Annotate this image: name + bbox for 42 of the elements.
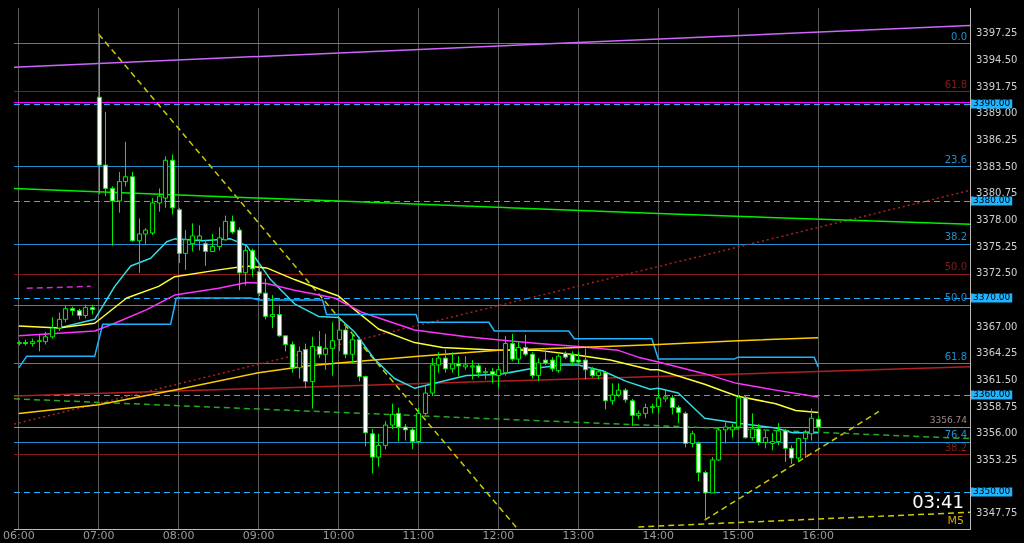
annotation: 03:41 [912, 490, 964, 512]
x-tick-label: 11:00 [402, 529, 435, 543]
annotation: 61.8 [944, 79, 967, 90]
y-tick-label: 3378.00 [976, 214, 1018, 225]
x-tick-label: 09:00 [242, 529, 275, 543]
y-tick-label: 3358.75 [976, 400, 1018, 412]
y-tick-label: 3383.50 [976, 160, 1018, 172]
y-tick-label: 3389.00 [976, 107, 1018, 119]
ref-line-label: 3350.00 [973, 486, 1011, 497]
y-tick-label: 3397.25 [976, 27, 1018, 39]
y-tick-label: 3386.25 [976, 133, 1018, 145]
x-tick-label: 13:00 [562, 529, 595, 543]
y-tick-label: 3372.50 [976, 267, 1018, 279]
y-tick-label: 3364.25 [976, 347, 1018, 359]
y-tick-label: 3361.50 [976, 374, 1018, 386]
annotation: 76.4 [944, 429, 967, 441]
y-tick-label: 3375.25 [976, 240, 1018, 252]
x-tick-label: 14:00 [642, 529, 675, 543]
annotation: 61.8 [944, 350, 967, 362]
annotation: 38.2 [944, 441, 967, 453]
ref-line-label: 3356.74 [929, 414, 968, 425]
x-tick-label: 06:00 [2, 529, 35, 543]
y-tick-label: 3391.75 [976, 80, 1018, 92]
annotation: 50.0 [944, 261, 967, 273]
annotation: M5 [947, 513, 964, 527]
y-tick-label: 3394.50 [976, 53, 1018, 65]
y-tick-label: 3347.75 [976, 507, 1018, 519]
ref-line-label: 3360.00 [973, 389, 1011, 400]
y-tick-label: 3353.25 [976, 454, 1018, 466]
x-tick-label: 15:00 [722, 529, 755, 543]
x-tick-label: 16:00 [802, 529, 834, 543]
ref-line-label: 3370.00 [973, 292, 1011, 303]
x-tick-label: 10:00 [322, 529, 355, 543]
x-tick-label: 12:00 [482, 529, 515, 543]
ref-line-label: 3390.00 [973, 98, 1011, 109]
annotation: 0.0 [951, 30, 967, 42]
y-tick-label: 3367.00 [976, 320, 1018, 332]
x-tick-label: 07:00 [82, 529, 115, 543]
annotation: 38.2 [944, 231, 967, 243]
y-tick-label: 3356.00 [976, 427, 1018, 439]
annotation: 23.6 [944, 153, 967, 165]
x-tick-label: 08:00 [162, 529, 195, 543]
